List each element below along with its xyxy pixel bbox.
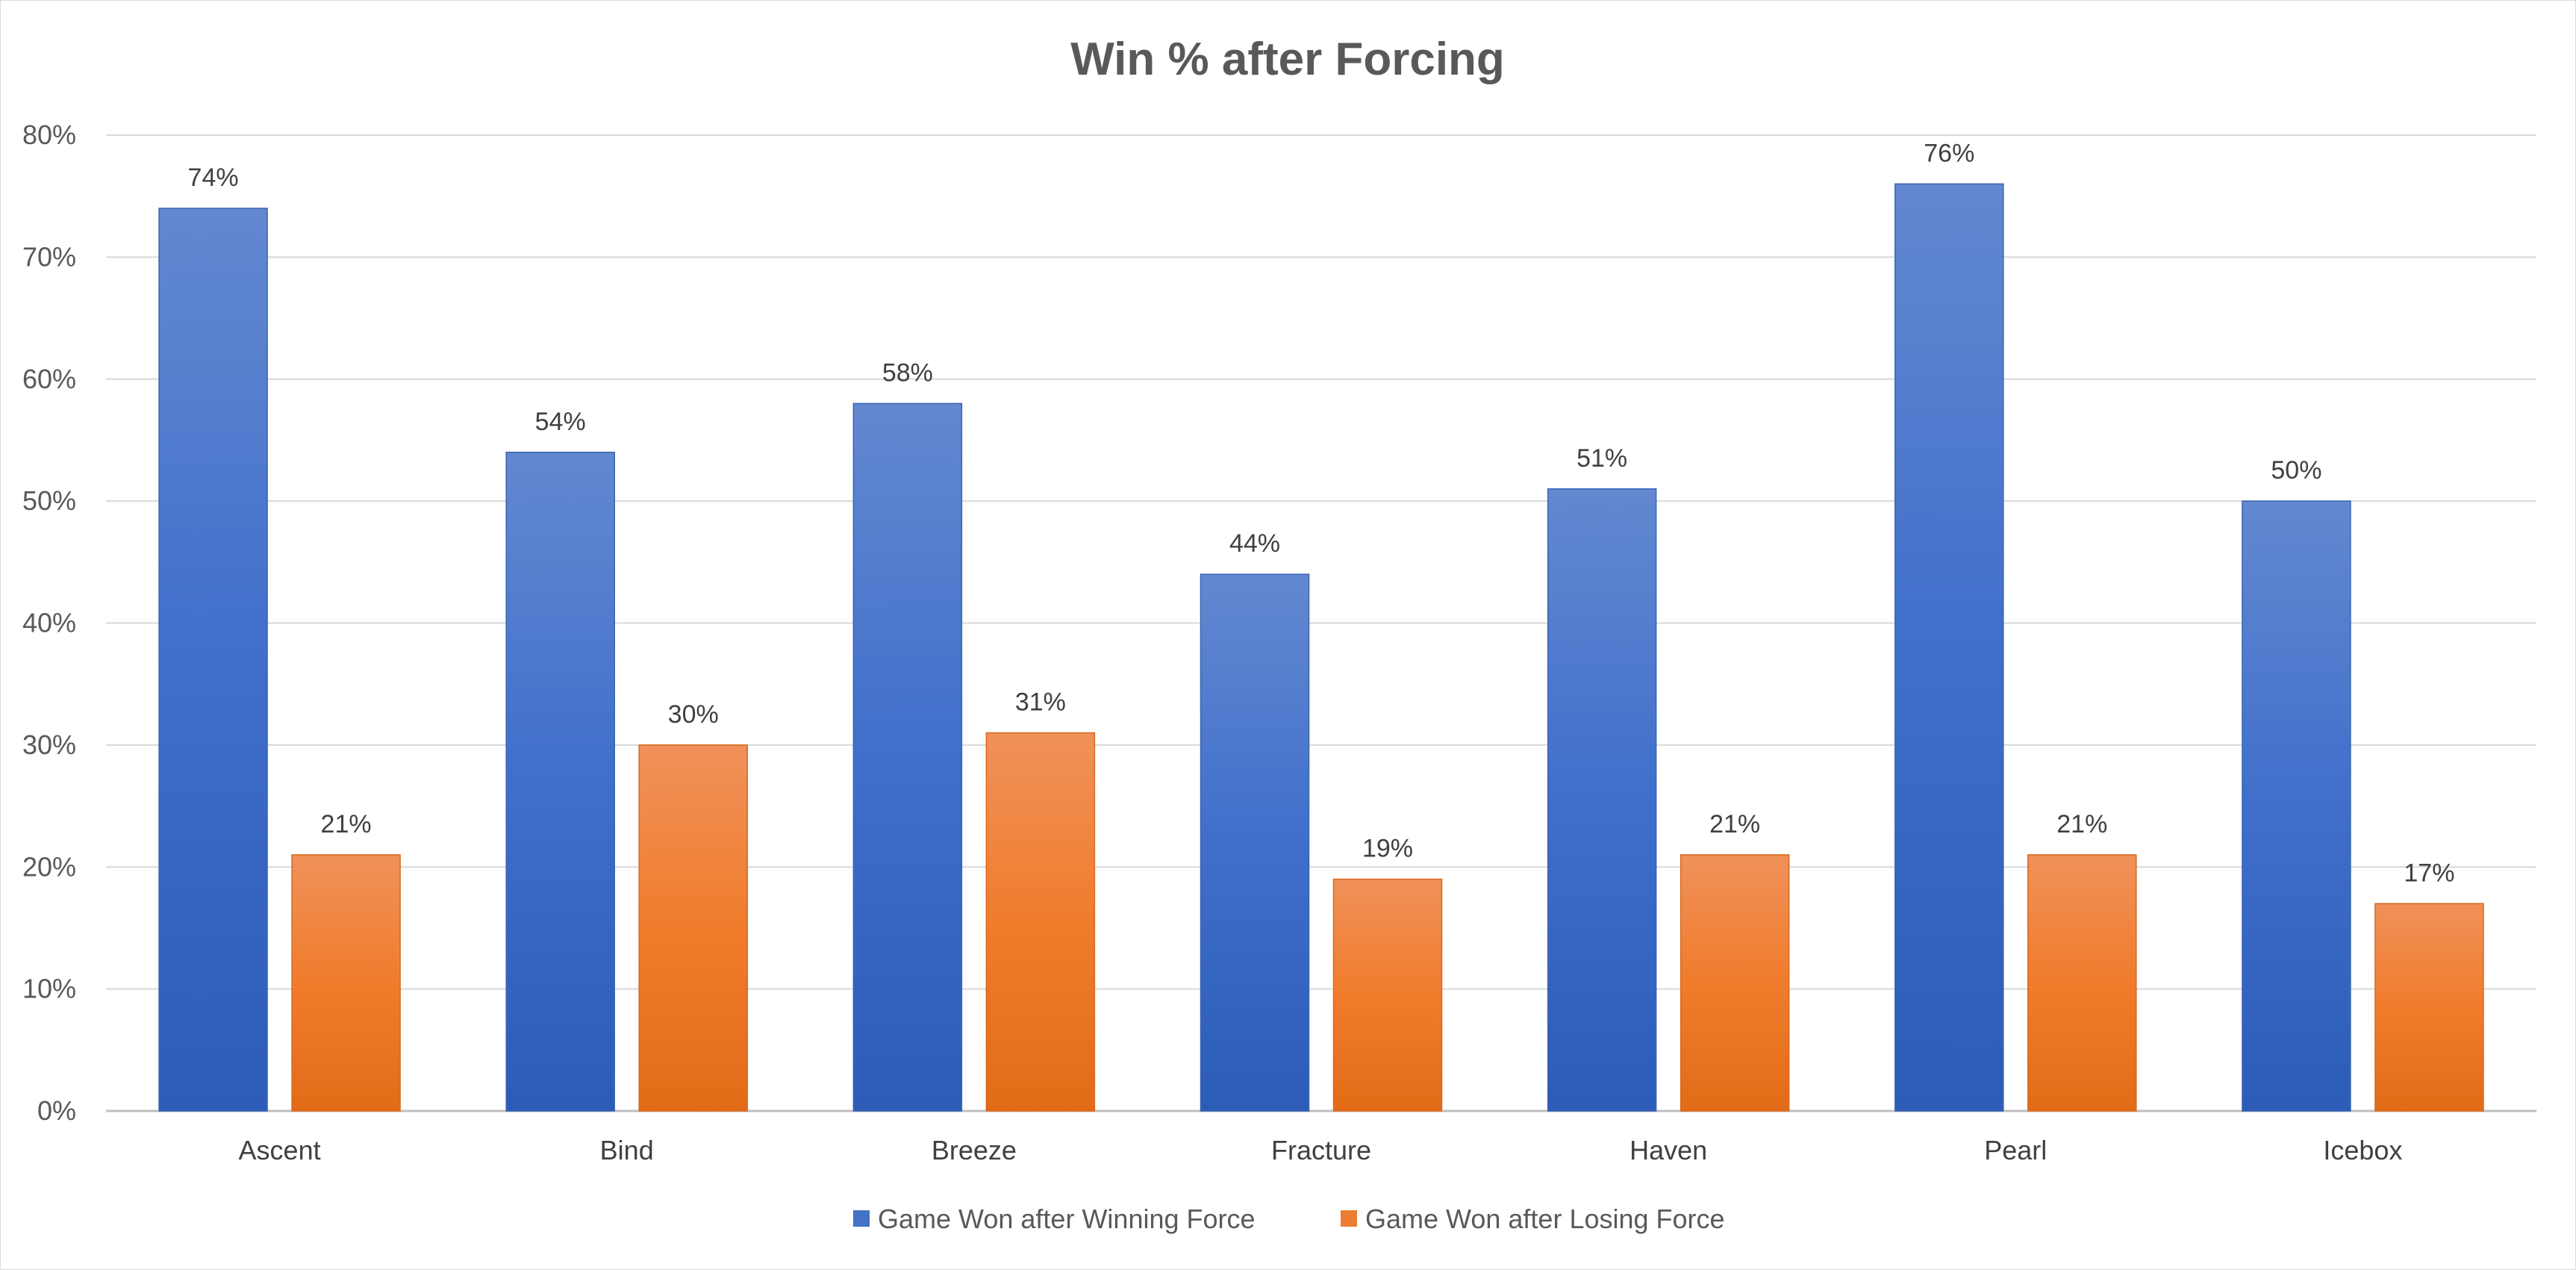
bar-icebox-series-1 (2242, 500, 2351, 1112)
bar-haven-series-2 (1680, 854, 1790, 1112)
data-labels: 74% 21% 54% 30% 58% 31% 44% 19% 51% 21% 76% 21% 50% 1… (188, 139, 2455, 887)
bar-haven-series-1 (1547, 488, 1657, 1112)
data-label: 51% (1577, 444, 1627, 473)
y-tick-label: 0% (37, 1095, 76, 1126)
x-category-label: Ascent (239, 1135, 321, 1165)
y-tick-label: 60% (22, 364, 76, 394)
data-label: 21% (321, 810, 372, 838)
data-label: 50% (2271, 456, 2321, 485)
y-tick-label: 20% (22, 851, 76, 882)
bar-bind-series-1 (505, 452, 615, 1112)
bar-breeze-series-2 (985, 732, 1096, 1112)
x-category-label: Pearl (1984, 1135, 2047, 1165)
bar-fracture-series-1 (1200, 573, 1310, 1112)
bars (158, 183, 2484, 1112)
bar-pearl-series-1 (1894, 183, 2004, 1112)
data-label: 76% (1924, 139, 1974, 167)
data-label: 30% (668, 700, 719, 729)
data-label: 19% (1362, 835, 1413, 863)
data-label: 21% (1709, 810, 1760, 838)
legend: Game Won after Winning Force Game Won aft… (853, 1204, 1725, 1234)
legend-entry-2: Game Won after Losing Force (1365, 1204, 1725, 1234)
legend-entry-1: Game Won after Winning Force (878, 1204, 1256, 1234)
x-category-label: Bind (600, 1135, 654, 1165)
data-label: 31% (1015, 688, 1066, 717)
chart-title: Win % after Forcing (1070, 34, 1505, 85)
y-tick-label: 40% (22, 608, 76, 638)
data-label: 21% (2056, 810, 2107, 838)
data-label: 58% (882, 358, 933, 387)
bar-breeze-series-1 (852, 402, 963, 1112)
y-tick-label: 30% (22, 729, 76, 760)
data-label: 44% (1229, 529, 1280, 558)
bar-bind-series-2 (638, 744, 748, 1112)
bar-ascent-series-2 (291, 854, 401, 1112)
bar-icebox-series-2 (2374, 903, 2484, 1112)
y-tick-label: 50% (22, 485, 76, 516)
bar-pearl-series-2 (2027, 854, 2137, 1112)
x-axis-categories: Ascent Bind Breeze Fracture Haven Pearl Icebox (239, 1135, 2403, 1165)
bar-fracture-series-2 (1332, 878, 1443, 1112)
x-category-label: Breeze (932, 1135, 1017, 1165)
bar-ascent-series-1 (158, 208, 268, 1112)
data-label: 74% (188, 164, 239, 192)
y-axis-ticks: 0% 10% 20% 30% 40% 50% 60% 70% 80% (22, 119, 76, 1126)
x-category-label: Icebox (2323, 1135, 2402, 1165)
x-category-label: Haven (1630, 1135, 1707, 1165)
gridlines (106, 134, 2536, 1112)
legend-swatch (1341, 1210, 1357, 1227)
y-tick-label: 80% (22, 119, 76, 150)
data-label: 54% (535, 408, 586, 436)
legend-swatch (853, 1210, 870, 1227)
x-category-label: Fracture (1271, 1135, 1371, 1165)
y-tick-label: 70% (22, 241, 76, 272)
data-label: 17% (2404, 859, 2454, 887)
y-tick-label: 10% (22, 974, 76, 1004)
